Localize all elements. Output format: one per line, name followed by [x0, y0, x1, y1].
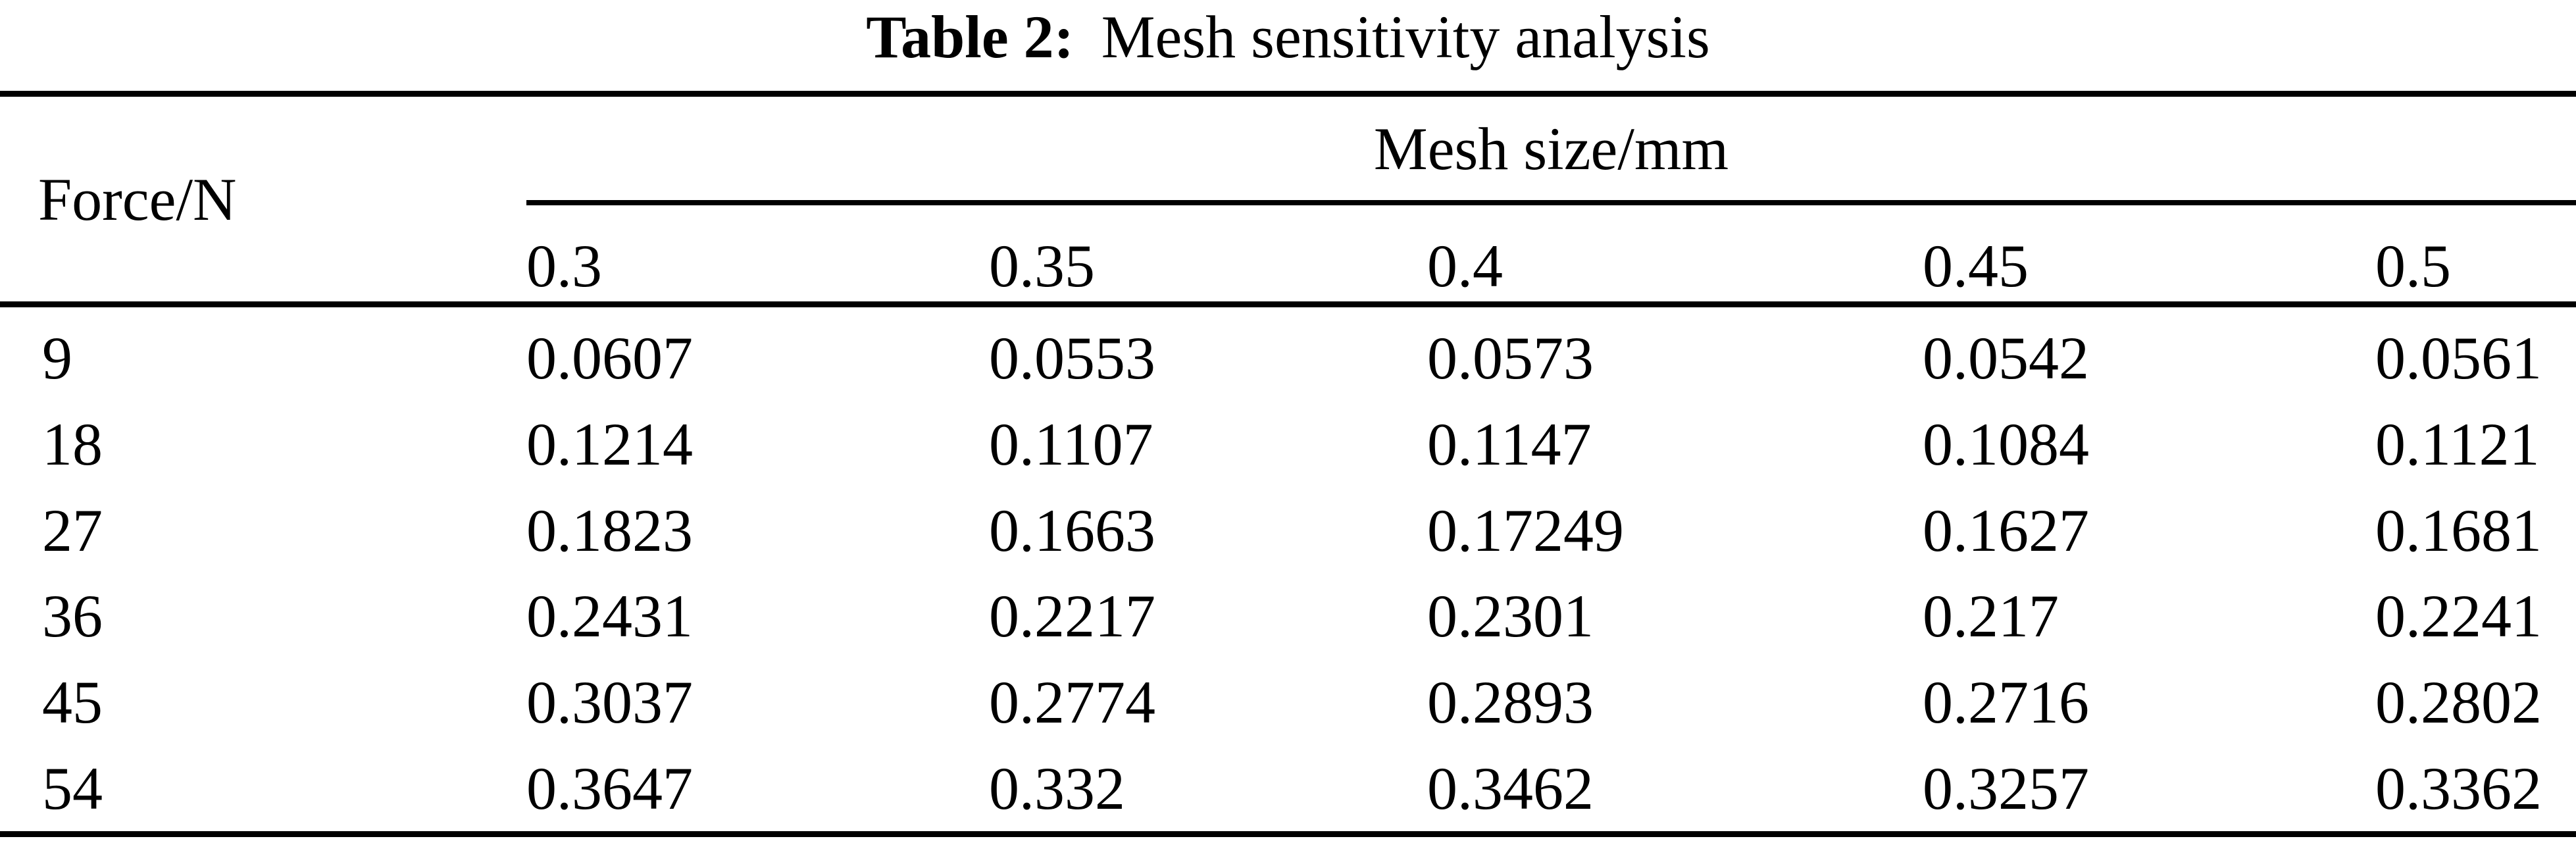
table-body: 9 0.0607 0.0553 0.0573 0.0542 0.0561 18 … [0, 307, 2576, 831]
table-cell: 0.3037 [526, 668, 693, 736]
table-top-rule [0, 91, 2576, 97]
row-axis-header: Force/N [38, 165, 237, 233]
table-cell: 0.332 [989, 754, 1125, 822]
table-cell: 0.1121 [2375, 410, 2540, 478]
table-cell: 0.2241 [2375, 582, 2542, 650]
table-cell: 0.3362 [2375, 754, 2542, 822]
table-cell: 0.17249 [1427, 496, 1624, 564]
table-cell: 0.1681 [2375, 496, 2542, 564]
table-cell: 0.0607 [526, 324, 693, 392]
table-bottom-rule [0, 831, 2576, 837]
table-cell: 0.1627 [1923, 496, 2089, 564]
table-cell: 0.217 [1923, 582, 2059, 650]
table-cell: 0.2893 [1427, 668, 1594, 736]
table-cell: 0.2774 [989, 668, 1155, 736]
table-cell: 0.1107 [989, 410, 1153, 478]
column-header-0-4: 0.4 [1427, 232, 1503, 300]
column-header-0-3: 0.3 [526, 232, 602, 300]
table-cell: 0.3257 [1923, 754, 2089, 822]
column-header-0-5: 0.5 [2375, 232, 2451, 300]
column-header-0-45: 0.45 [1923, 232, 2029, 300]
column-group-header: Mesh size/mm [1373, 115, 1729, 182]
table-cell: 0.2217 [989, 582, 1155, 650]
table-cell: 0.2431 [526, 582, 693, 650]
table-cell: 0.2802 [2375, 668, 2542, 736]
table-header: Force/N Mesh size/mm 0.3 0.35 0.4 0.45 0… [0, 97, 2576, 301]
table-cell: 0.2301 [1427, 582, 1594, 650]
table-cell: 0.0561 [2375, 324, 2542, 392]
header-bottom-rule [0, 301, 2576, 307]
table-cell: 0.1147 [1427, 410, 1592, 478]
table-cell: 0.1214 [526, 410, 693, 478]
column-header-0-35: 0.35 [989, 232, 1095, 300]
table-cell: 0.3462 [1427, 754, 1594, 822]
table-cell: 0.0542 [1923, 324, 2089, 392]
force-value: 36 [42, 582, 103, 650]
column-group-underline-rule [526, 200, 2576, 205]
table-cell: 0.1663 [989, 496, 1155, 564]
table-cell: 0.0553 [989, 324, 1155, 392]
table-caption-text: Mesh sensitivity analysis [1101, 3, 1710, 70]
table-caption: Table 2: Mesh sensitivity analysis [0, 0, 2576, 91]
table-cell: 0.3647 [526, 754, 693, 822]
table-cell: 0.1084 [1923, 410, 2089, 478]
force-value: 18 [42, 410, 103, 478]
table-cell: 0.1823 [526, 496, 693, 564]
force-value: 9 [42, 324, 72, 392]
force-value: 45 [42, 668, 103, 736]
table-caption-number: Table 2: [866, 3, 1074, 70]
force-value: 54 [42, 754, 103, 822]
force-value: 27 [42, 496, 103, 564]
table-cell: 0.2716 [1923, 668, 2089, 736]
table-cell: 0.0573 [1427, 324, 1594, 392]
